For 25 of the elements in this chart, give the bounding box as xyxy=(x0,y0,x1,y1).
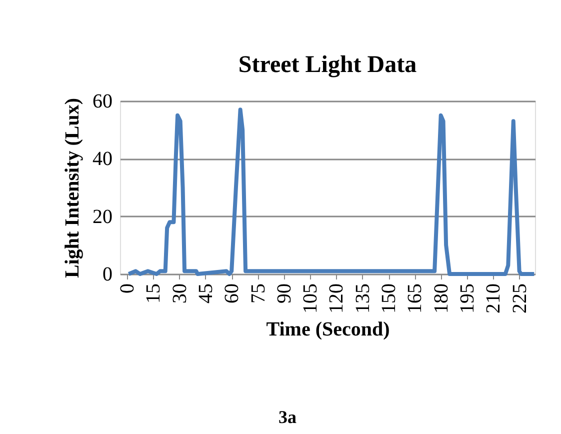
x-tick-label: 90 xyxy=(273,284,296,304)
x-tick-label: 45 xyxy=(194,284,217,304)
x-tick-label: 120 xyxy=(326,284,348,314)
y-axis-title: Light Intensity (Lux) xyxy=(62,98,84,278)
y-tick-label: 60 xyxy=(92,90,112,112)
x-tick-label: 165 xyxy=(404,284,426,314)
x-tick-label: 150 xyxy=(378,284,400,314)
y-tick-label: 0 xyxy=(102,264,112,286)
y-tick-label: 20 xyxy=(92,206,112,228)
x-tick-label: 135 xyxy=(352,284,374,314)
x-tick-label: 75 xyxy=(247,284,270,304)
x-tick-label: 30 xyxy=(168,284,191,304)
x-tick-label: 195 xyxy=(456,284,478,314)
x-axis-title: Time (Second) xyxy=(266,318,390,340)
y-tick-label: 40 xyxy=(92,148,112,170)
x-tick-label: 105 xyxy=(300,284,322,314)
x-tick-label: 15 xyxy=(142,284,165,304)
x-tick-label: 225 xyxy=(508,284,531,314)
x-tick-label: 180 xyxy=(430,284,452,314)
text: 3a xyxy=(278,407,296,427)
x-tick-label: 0 xyxy=(116,284,138,294)
chart-title: Street Light Data xyxy=(238,52,417,78)
line-series xyxy=(126,108,536,276)
x-tick-label: 210 xyxy=(482,284,505,314)
x-tick-label: 60 xyxy=(221,284,244,304)
